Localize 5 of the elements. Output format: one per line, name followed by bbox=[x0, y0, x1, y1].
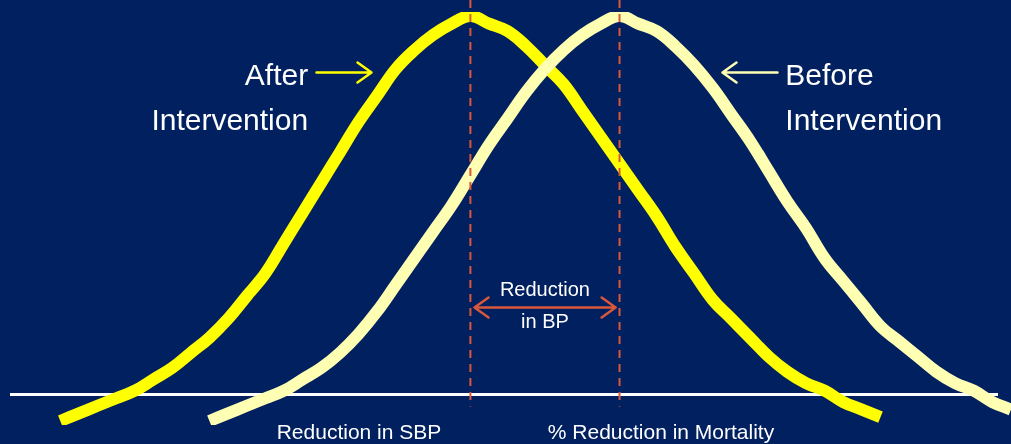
annotation: % Reduction in Mortality bbox=[547, 420, 775, 443]
annotation: Reduction in BP bbox=[499, 278, 590, 333]
legend-label: Before Intervention bbox=[785, 57, 943, 136]
series-label: After Intervention bbox=[151, 57, 309, 136]
annotation: Reduction in SBP bbox=[276, 420, 442, 443]
